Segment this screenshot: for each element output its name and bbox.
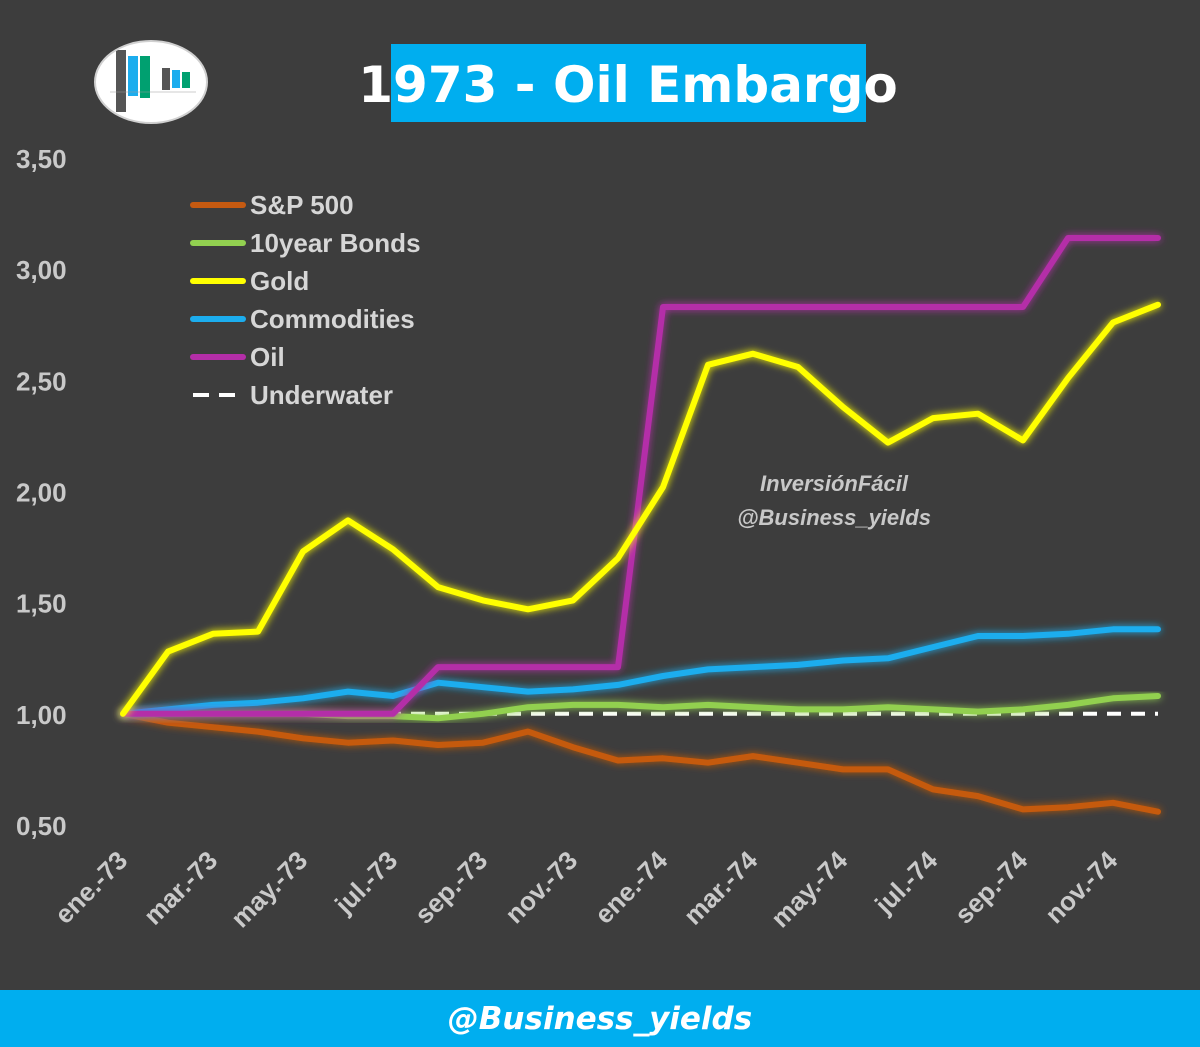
x-tick-label: jul.-73 (328, 845, 403, 920)
x-tick-label: nov.-73 (499, 845, 583, 929)
series-line-oil (120, 235, 1161, 717)
x-tick-label: jul.-74 (868, 845, 943, 920)
x-tick-label: sep.-73 (409, 845, 494, 930)
y-tick-label: 2,50 (16, 366, 67, 396)
legend: S&P 500 10year Bonds Gold Commodities Oil Und… (190, 190, 421, 410)
y-tick-label: 2,00 (16, 478, 67, 508)
title-box (391, 44, 866, 122)
chart-title: 1973 - Oil Embargo (358, 56, 898, 114)
series-line-s-p-500 (120, 710, 1161, 815)
y-tick-label: 0,50 (16, 811, 67, 841)
x-tick-label: may.-73 (225, 845, 313, 933)
y-tick-label: 3,50 (16, 144, 67, 174)
y-tick-label: 1,50 (16, 589, 67, 619)
footer-handle: @Business_yields (447, 1000, 753, 1037)
x-tick-label: may.-74 (765, 845, 854, 934)
legend-label: Underwater (250, 380, 393, 410)
chart-svg: 1973 - Oil Embargo InversiónFácil @Busin… (16, 44, 1161, 934)
thumbnail-image (94, 40, 208, 124)
x-tick-label: mar.-73 (138, 845, 224, 931)
legend-label: Oil (250, 342, 285, 372)
x-tick-label: mar.-74 (678, 845, 764, 931)
watermark-line-1: InversiónFácil (760, 471, 909, 496)
watermark-line-2: @Business_yields (737, 505, 931, 530)
legend-label: 10year Bonds (250, 228, 421, 258)
y-tick-label: 1,00 (16, 700, 67, 730)
series-layer (120, 235, 1161, 815)
legend-label: Commodities (250, 304, 415, 334)
x-tick-label: sep.-74 (949, 845, 1034, 930)
y-tick-label: 3,00 (16, 255, 67, 285)
legend-label: Gold (250, 266, 309, 296)
x-axis: ene.-73 mar.-73 may.-73 jul.-73 sep.-73 nov.-… (49, 845, 1124, 934)
footer-bar: @Business_yields (0, 990, 1200, 1047)
x-tick-label: ene.-74 (589, 845, 674, 930)
series-line-commodities (120, 626, 1161, 717)
legend-label: S&P 500 (250, 190, 354, 220)
x-tick-label: nov.-74 (1039, 845, 1124, 930)
y-axis: 0,50 1,00 1,50 2,00 2,50 3,00 3,50 (16, 144, 67, 841)
x-tick-label: ene.-73 (49, 845, 134, 930)
series-line-gold (120, 301, 1161, 717)
